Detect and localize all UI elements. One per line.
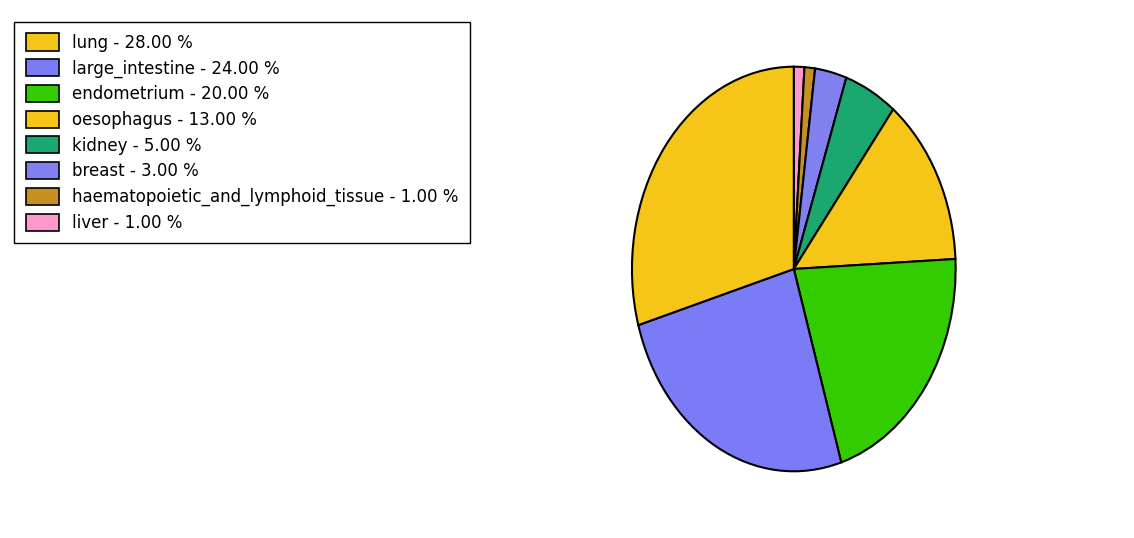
Wedge shape	[794, 68, 846, 269]
Wedge shape	[794, 77, 894, 269]
Legend: lung - 28.00 %, large_intestine - 24.00 %, endometrium - 20.00 %, oesophagus - 1: lung - 28.00 %, large_intestine - 24.00 …	[14, 22, 471, 244]
Wedge shape	[794, 259, 956, 462]
Wedge shape	[638, 269, 841, 471]
Wedge shape	[632, 67, 794, 325]
Wedge shape	[794, 67, 815, 269]
Wedge shape	[794, 67, 804, 269]
Wedge shape	[794, 109, 956, 269]
